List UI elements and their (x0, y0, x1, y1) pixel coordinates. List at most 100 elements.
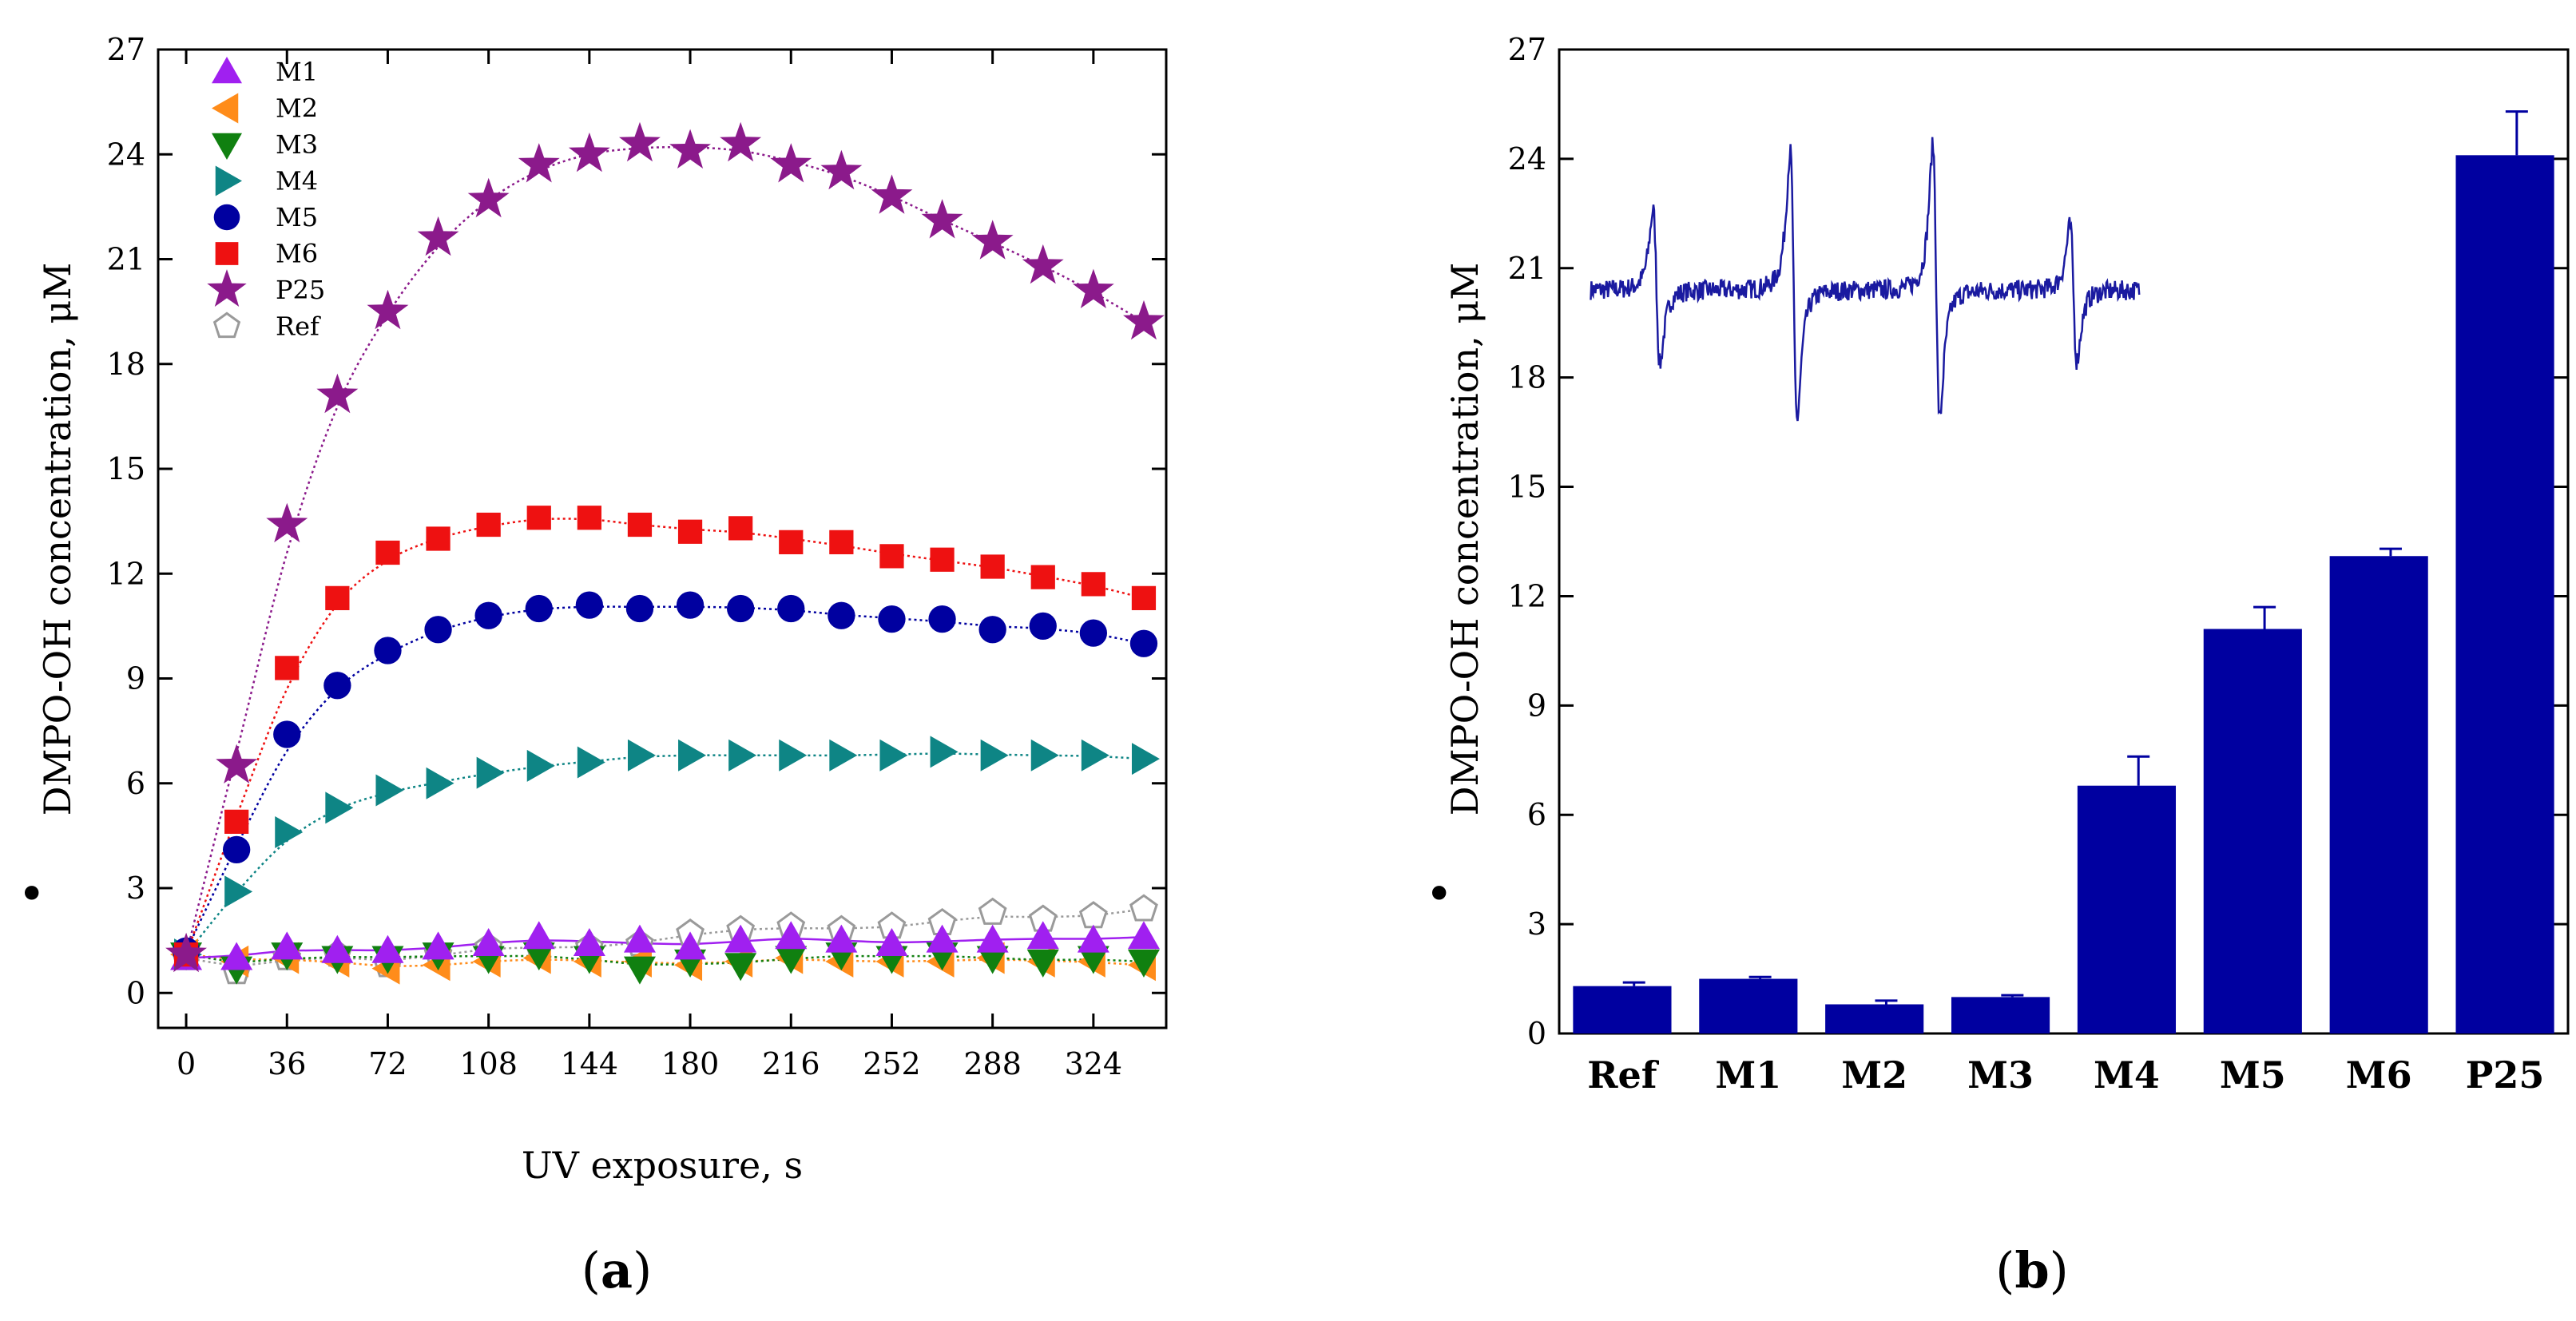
panel-a-y-axis-radical-dot: • (18, 867, 46, 922)
category-label-ref: Ref (1587, 1053, 1659, 1097)
a-x-tick-label: 72 (368, 1046, 407, 1081)
b-y-tick-label: 6 (1527, 797, 1546, 832)
marker-p25 (1022, 244, 1064, 284)
marker-m4 (1030, 739, 1059, 772)
bar-m1 (1699, 978, 1798, 1033)
b-y-tick-label: 12 (1508, 578, 1546, 613)
marker-p25 (568, 132, 610, 173)
marker-m5 (676, 591, 705, 619)
panel-a-markers (165, 121, 1165, 985)
legend-label-m4: M4 (276, 166, 318, 196)
marker-m6 (577, 506, 601, 530)
marker-ref (1078, 901, 1108, 929)
legend-marker-m6 (215, 242, 239, 265)
marker-m5 (374, 637, 402, 664)
marker-m4 (1081, 739, 1109, 772)
marker-m6 (728, 516, 753, 541)
marker-m6 (224, 809, 249, 834)
marker-m6 (1081, 572, 1105, 597)
marker-m5 (928, 605, 956, 633)
category-label-m6: M6 (2346, 1053, 2412, 1097)
marker-m5 (525, 594, 553, 623)
marker-m1 (623, 924, 656, 953)
marker-p25 (165, 932, 207, 973)
marker-m1 (472, 928, 505, 956)
marker-m6 (829, 530, 854, 554)
a-y-tick-label: 21 (107, 242, 145, 277)
marker-p25 (871, 174, 913, 214)
marker-p25 (720, 121, 762, 162)
category-label-m2: M2 (1841, 1053, 1907, 1097)
marker-ref (1129, 894, 1158, 922)
a-x-tick-label: 216 (762, 1046, 820, 1081)
marker-m1 (674, 931, 707, 960)
marker-m1 (220, 942, 253, 970)
legend-label-m5: M5 (276, 202, 318, 232)
marker-m6 (1131, 585, 1157, 610)
marker-m4 (325, 791, 354, 824)
a-x-tick-label: 252 (863, 1046, 921, 1081)
marker-m1 (371, 934, 404, 963)
marker-m3 (976, 946, 1009, 974)
marker-m4 (224, 875, 253, 908)
legend-label-m6: M6 (276, 239, 318, 269)
panel-b-plot-frame (1558, 48, 2570, 1035)
marker-p25 (518, 143, 560, 183)
category-label-m4: M4 (2094, 1053, 2160, 1097)
bar-m4 (2077, 785, 2177, 1033)
marker-m5 (878, 605, 906, 633)
marker-m3 (724, 953, 757, 982)
marker-m4 (476, 756, 505, 789)
marker-m6 (476, 512, 501, 538)
panel-a-plot-frame (157, 48, 1168, 1029)
bar-m3 (1951, 997, 2050, 1033)
series-line-m5 (185, 605, 1145, 952)
marker-m5 (323, 672, 351, 700)
marker-p25 (619, 121, 661, 162)
a-y-tick-label: 6 (126, 766, 145, 801)
marker-m1 (1127, 921, 1160, 950)
category-label-m5: M5 (2220, 1053, 2286, 1097)
marker-m6 (980, 554, 1005, 579)
marker-m1 (271, 931, 304, 960)
marker-m4 (577, 746, 605, 779)
marker-m6 (325, 585, 350, 610)
marker-m4 (275, 816, 304, 848)
a-x-tick-label: 144 (561, 1046, 619, 1081)
legend-marker-m3 (212, 133, 242, 160)
legend-marker-ref (212, 311, 241, 339)
bar-m6 (2329, 556, 2428, 1033)
marker-p25 (770, 143, 812, 183)
marker-m5 (777, 594, 805, 623)
marker-m5 (726, 594, 755, 623)
b-y-tick-label: 21 (1508, 251, 1546, 286)
legend-marker-m2 (212, 93, 239, 124)
marker-m6 (879, 544, 904, 569)
legend-label-p25: P25 (276, 275, 325, 305)
marker-m3 (1026, 949, 1059, 978)
panel-a-x-axis-title: UV exposure, s (522, 1144, 803, 1187)
marker-p25 (1123, 300, 1165, 340)
b-y-tick-label: 27 (1508, 32, 1546, 67)
panel-b-ticks: 0 3 6 9 12 15 18 21 24 27 Ref M1 M2 M3 M4 M5 M6 P25 (1508, 32, 2568, 1097)
panel-b-y-axis-title: DMPO-OH concentration, μM (1443, 263, 1486, 816)
category-label-p25: P25 (2466, 1053, 2545, 1097)
panel-b-y-axis-radical-dot: • (1425, 867, 1453, 922)
a-x-tick-label: 324 (1065, 1046, 1123, 1081)
legend-marker-m4 (215, 165, 242, 196)
marker-m4 (930, 736, 959, 768)
legend-marker-m5 (213, 204, 240, 231)
marker-m3 (1127, 949, 1160, 978)
series-line-m6 (185, 518, 1145, 955)
a-y-tick-label: 18 (107, 347, 145, 382)
marker-m5 (1129, 629, 1158, 657)
b-y-tick-label: 24 (1508, 141, 1546, 177)
category-label-m1: M1 (1715, 1053, 1781, 1097)
bar-m5 (2203, 629, 2302, 1033)
marker-m6 (930, 547, 955, 572)
b-y-tick-label: 9 (1527, 688, 1546, 723)
marker-m4 (879, 739, 908, 772)
marker-m1 (825, 924, 858, 953)
